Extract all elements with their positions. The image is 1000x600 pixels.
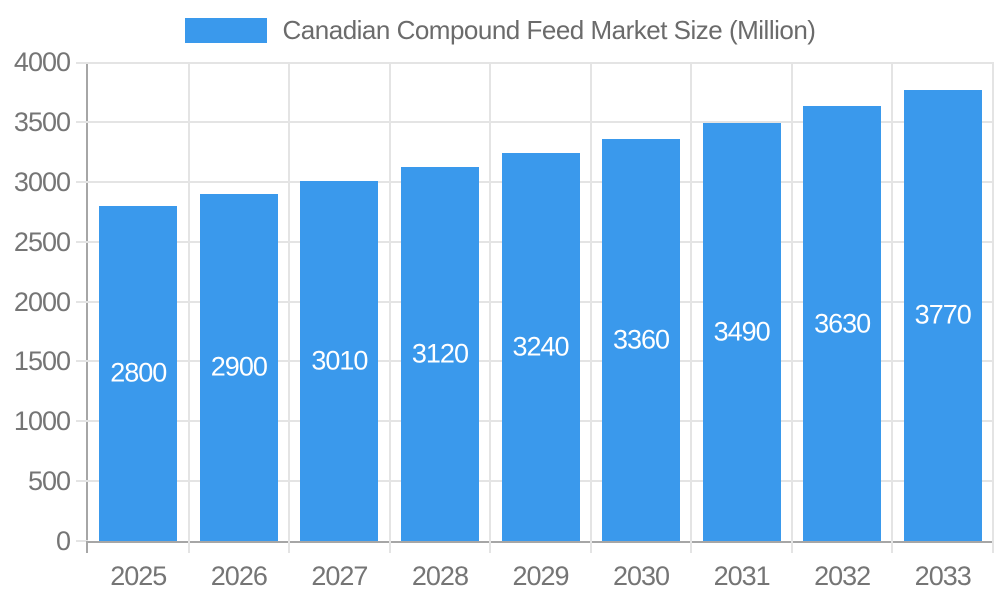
h-gridline <box>88 62 993 64</box>
bar-value-label: 3010 <box>311 345 368 376</box>
bar-2026[interactable]: 2900 <box>199 193 278 541</box>
legend-item[interactable]: Canadian Compound Feed Market Size (Mill… <box>0 15 1000 46</box>
v-gridline <box>388 62 391 541</box>
bar-2033[interactable]: 3770 <box>903 89 982 541</box>
bar-2028[interactable]: 3120 <box>400 167 479 541</box>
y-axis-tick <box>76 120 88 123</box>
y-axis-tick-label: 3000 <box>13 166 71 197</box>
bar-value-label: 3630 <box>814 308 871 339</box>
v-gridline <box>187 62 190 541</box>
v-gridline <box>992 62 994 541</box>
legend-label: Canadian Compound Feed Market Size (Mill… <box>282 15 816 45</box>
legend-swatch-icon <box>184 18 267 43</box>
v-gridline <box>489 62 492 541</box>
y-axis-tick-label: 4000 <box>13 47 71 77</box>
y-axis-tick-label: 1500 <box>13 346 71 377</box>
x-axis-tick <box>388 541 391 553</box>
x-axis-tick-label: 2026 <box>210 561 268 591</box>
x-axis-tick <box>690 541 693 553</box>
bar-value-label: 2900 <box>210 351 268 382</box>
x-axis-tick <box>992 541 994 553</box>
y-axis-tick <box>76 62 88 64</box>
bar-value-label: 3490 <box>713 316 771 347</box>
bar-2027[interactable]: 3010 <box>300 180 379 541</box>
y-axis-tick-label: 0 <box>55 526 71 556</box>
x-axis-tick-label: 2025 <box>110 561 167 591</box>
bar-value-label: 3770 <box>914 299 972 330</box>
x-axis-tick <box>187 541 190 553</box>
bar-value-label: 3360 <box>613 324 670 355</box>
y-axis-tick-label: 3500 <box>13 106 71 137</box>
y-axis-tick <box>76 540 88 542</box>
x-axis-tick-label: 2027 <box>311 561 368 591</box>
bar-2032[interactable]: 3630 <box>803 106 882 541</box>
bar-value-label: 3240 <box>512 331 569 362</box>
y-axis-tick-label: 1000 <box>13 406 71 437</box>
y-axis-tick <box>76 180 88 183</box>
x-axis-tick-label: 2031 <box>713 561 771 591</box>
y-axis-tick-label: 2500 <box>13 226 71 257</box>
x-axis-tick <box>891 541 894 553</box>
bar-2031[interactable]: 3490 <box>702 123 781 541</box>
x-axis-tick <box>288 541 291 553</box>
v-gridline <box>790 62 793 541</box>
y-axis-tick-label: 500 <box>27 466 71 497</box>
y-axis-tick <box>76 420 88 423</box>
x-axis-tick-label: 2032 <box>814 561 871 591</box>
x-axis-tick-label: 2033 <box>914 561 972 591</box>
bar-2029[interactable]: 3240 <box>501 153 580 541</box>
h-gridline <box>88 120 993 123</box>
x-axis-tick <box>589 541 592 553</box>
v-gridline <box>891 62 894 541</box>
y-axis-tick <box>76 480 88 483</box>
v-gridline <box>690 62 693 541</box>
v-gridline <box>589 62 592 541</box>
y-axis-tick <box>76 360 88 363</box>
x-axis-tick-label: 2028 <box>411 561 469 591</box>
bar-2030[interactable]: 3360 <box>602 138 681 541</box>
y-axis-tick <box>76 300 88 303</box>
bar-value-label: 2800 <box>110 357 167 388</box>
bar-2025[interactable]: 2800 <box>99 205 178 541</box>
plot-area: 2800 2900 3010 3120 3240 3360 3490 3630 3770 <box>76 62 994 553</box>
v-gridline <box>288 62 291 541</box>
x-axis-tick <box>489 541 492 553</box>
x-axis-tick <box>86 541 88 553</box>
bar-value-label: 3120 <box>411 338 469 369</box>
x-axis-tick-label: 2030 <box>613 561 670 591</box>
y-axis-tick-label: 2000 <box>13 286 71 317</box>
y-axis-tick <box>76 240 88 243</box>
x-axis-tick-label: 2029 <box>512 561 569 591</box>
x-axis-tick <box>790 541 793 553</box>
